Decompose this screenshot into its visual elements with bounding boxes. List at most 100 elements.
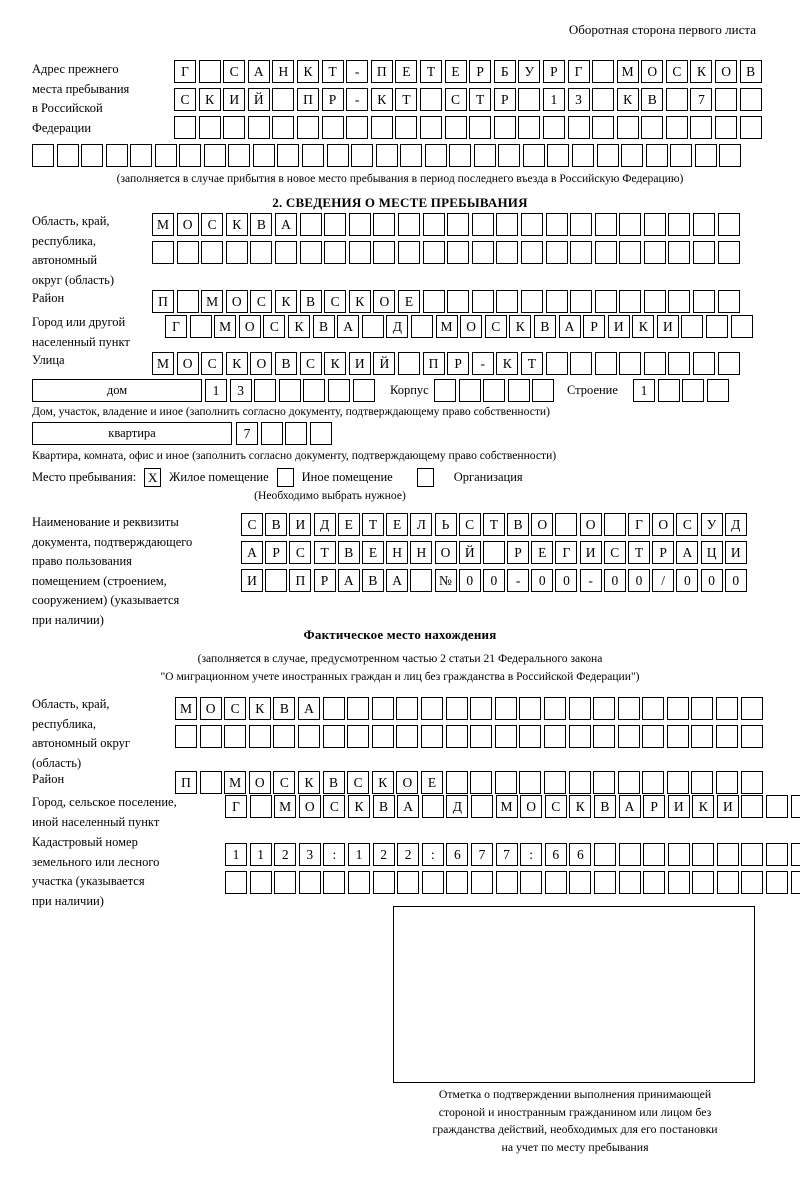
- actual-region-cell[interactable]: [568, 697, 591, 720]
- document-cell[interactable]: Й: [458, 541, 481, 564]
- street-cell[interactable]: К: [324, 352, 347, 375]
- city-cell[interactable]: [410, 315, 433, 338]
- region-cell[interactable]: [373, 241, 396, 264]
- actual-region-cell[interactable]: [445, 697, 468, 720]
- actual-city-cell[interactable]: [249, 795, 272, 818]
- cadastre-cell[interactable]: [593, 843, 616, 866]
- actual-city-cell[interactable]: И: [667, 795, 690, 818]
- actual-district-cell[interactable]: О: [248, 771, 271, 794]
- actual-region-cell[interactable]: А: [297, 697, 320, 720]
- district-cell[interactable]: [447, 290, 470, 313]
- cadastre-cell[interactable]: [593, 871, 616, 894]
- region-cell[interactable]: [545, 241, 568, 264]
- document-cell[interactable]: Н: [410, 541, 433, 564]
- actual-city-cell[interactable]: В: [593, 795, 616, 818]
- cadastre-cell[interactable]: [323, 871, 346, 894]
- prev-address-cell[interactable]: С: [174, 88, 196, 111]
- document-cell[interactable]: С: [458, 513, 481, 536]
- actual-city-cell[interactable]: С: [544, 795, 567, 818]
- prev-address-cell[interactable]: У: [518, 60, 541, 83]
- actual-city-cell[interactable]: [790, 795, 800, 818]
- prev-address-cell[interactable]: К: [370, 88, 393, 111]
- prev-address-cell[interactable]: [739, 88, 762, 111]
- prev-address-cell[interactable]: [272, 116, 295, 139]
- prev-address-cell[interactable]: [326, 144, 349, 167]
- prev-address-cell[interactable]: [247, 116, 270, 139]
- prev-address-cell[interactable]: [645, 144, 668, 167]
- street-cell[interactable]: С: [201, 352, 224, 375]
- prev-address-cell[interactable]: [449, 144, 472, 167]
- actual-district-cell[interactable]: [642, 771, 665, 794]
- region-cell[interactable]: [471, 241, 494, 264]
- prev-address-cell[interactable]: [469, 116, 492, 139]
- actual-district-cell[interactable]: [666, 771, 689, 794]
- document-cell[interactable]: В: [265, 513, 288, 536]
- stroenie-cell[interactable]: 1: [633, 379, 655, 402]
- document-cell[interactable]: №: [434, 569, 457, 592]
- actual-district-cell[interactable]: П: [175, 771, 197, 794]
- actual-city-cell[interactable]: О: [298, 795, 321, 818]
- actual-region-cell[interactable]: [347, 697, 370, 720]
- prev-address-cell[interactable]: К: [296, 60, 319, 83]
- prev-address-cell[interactable]: [665, 116, 688, 139]
- prev-address-cell[interactable]: В: [641, 88, 664, 111]
- cadastre-cell[interactable]: [347, 871, 370, 894]
- cadastre-cell[interactable]: 1: [225, 843, 247, 866]
- actual-region-cell[interactable]: К: [248, 697, 271, 720]
- prev-address-cell[interactable]: [518, 116, 541, 139]
- actual-region-cell[interactable]: М: [175, 697, 197, 720]
- actual-district-cell[interactable]: К: [297, 771, 320, 794]
- actual-district-cell[interactable]: К: [371, 771, 394, 794]
- prev-address-cell[interactable]: [592, 60, 615, 83]
- street-cell[interactable]: [570, 352, 593, 375]
- prev-address-cell[interactable]: [641, 116, 664, 139]
- prev-address-row-4[interactable]: [32, 144, 744, 167]
- city-cell[interactable]: Д: [386, 315, 409, 338]
- actual-region-cell[interactable]: [297, 725, 320, 748]
- cadastre-cell[interactable]: [372, 871, 395, 894]
- document-cell[interactable]: И: [579, 541, 602, 564]
- cadastre-cell[interactable]: 1: [347, 843, 370, 866]
- stroenie-cell[interactable]: [657, 379, 680, 402]
- section2-region-row-2[interactable]: [152, 241, 742, 264]
- actual-district-cell[interactable]: [568, 771, 591, 794]
- actual-district-cell[interactable]: В: [322, 771, 345, 794]
- confirmation-stamp-box[interactable]: [393, 906, 755, 1083]
- prev-address-cell[interactable]: [56, 144, 79, 167]
- prev-address-cell[interactable]: [203, 144, 226, 167]
- cadastre-cell[interactable]: [618, 843, 641, 866]
- cadastre-cell[interactable]: [741, 871, 764, 894]
- street-cell[interactable]: К: [225, 352, 248, 375]
- prev-address-cell[interactable]: [493, 116, 516, 139]
- document-cell[interactable]: 0: [482, 569, 505, 592]
- city-cell[interactable]: [730, 315, 753, 338]
- actual-region-cell[interactable]: [175, 725, 197, 748]
- region-cell[interactable]: [693, 241, 716, 264]
- document-cell[interactable]: Т: [361, 513, 384, 536]
- prev-address-cell[interactable]: С: [223, 60, 246, 83]
- region-cell[interactable]: [324, 241, 347, 264]
- city-cell[interactable]: М: [214, 315, 237, 338]
- district-cell[interactable]: [545, 290, 568, 313]
- region-cell[interactable]: А: [274, 213, 297, 236]
- flat-number-cells[interactable]: 7: [236, 422, 334, 445]
- cadastre-cell[interactable]: [421, 871, 444, 894]
- actual-region-cell[interactable]: [322, 725, 345, 748]
- city-cell[interactable]: [189, 315, 212, 338]
- cadastre-cell[interactable]: 6: [569, 843, 592, 866]
- document-cell[interactable]: А: [241, 541, 263, 564]
- city-cell[interactable]: [706, 315, 729, 338]
- region-cell[interactable]: [643, 213, 666, 236]
- document-cell[interactable]: Г: [628, 513, 650, 536]
- prev-address-cell[interactable]: [498, 144, 521, 167]
- actual-district-cell[interactable]: [617, 771, 640, 794]
- korpus-cell[interactable]: [434, 379, 456, 402]
- district-cell[interactable]: С: [324, 290, 347, 313]
- actual-city-cell[interactable]: А: [397, 795, 420, 818]
- document-cell[interactable]: Л: [410, 513, 433, 536]
- flat-cell[interactable]: [285, 422, 308, 445]
- document-cell[interactable]: П: [289, 569, 312, 592]
